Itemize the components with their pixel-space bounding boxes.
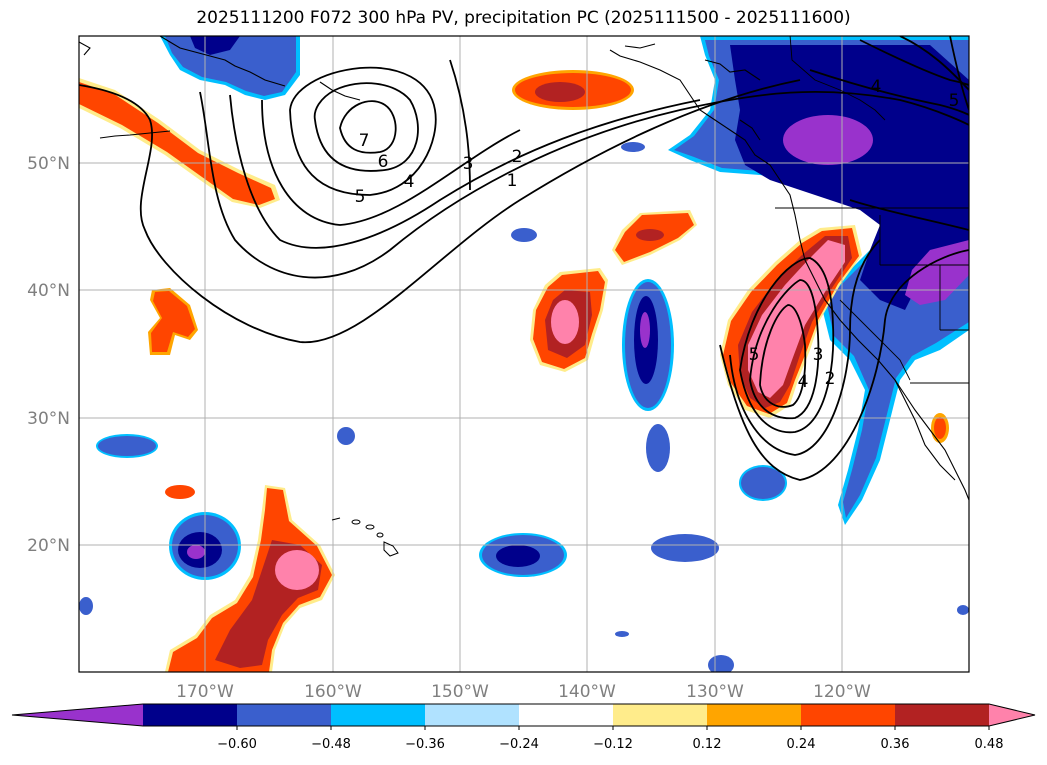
lat-label: 20°N: [27, 536, 70, 556]
lat-label: 50°N: [27, 154, 70, 174]
contour-label: 6: [378, 152, 389, 172]
colorbar-tick-label: −0.24: [499, 737, 539, 752]
colorbar-tick-label: −0.36: [405, 737, 445, 752]
colorbar-extend-min: [12, 704, 143, 726]
colorbar-tick-label: −0.60: [217, 737, 257, 752]
contour-label: 5: [749, 345, 760, 365]
colorbar-tick-label: 0.24: [787, 737, 816, 752]
colorbar-tick-label: 0.36: [881, 737, 910, 752]
pv-contours: [79, 36, 969, 481]
colorbar-tick-label: −0.12: [593, 737, 633, 752]
colorbar-segment: [613, 704, 708, 726]
colorbar-segment: [707, 704, 802, 726]
lon-label: 140°W: [558, 682, 616, 702]
colorbar-tick-label: −0.48: [311, 737, 351, 752]
colorbar-segment: [519, 704, 614, 726]
colorbar: −0.60 −0.48 −0.36 −0.24 −0.12 0.12 0.24 0.36 0.4…: [11, 703, 1036, 752]
contour-label: 4: [871, 77, 882, 97]
colorbar-segment: [237, 704, 332, 726]
colorbar-segment: [425, 704, 520, 726]
lat-label: 40°N: [27, 281, 70, 301]
contour-labels: 7 6 5 4 3 2 1 5 4 3 2 4 5: [355, 77, 960, 392]
colorbar-segment: [895, 704, 990, 726]
contour-label: 1: [507, 171, 518, 191]
negative-region-northeast: [668, 36, 969, 525]
contour-label: 4: [404, 172, 415, 192]
lon-label: 160°W: [304, 682, 362, 702]
contour-label: 5: [949, 91, 960, 111]
colorbar-segment: [801, 704, 896, 726]
coastlines: [79, 36, 969, 501]
contour-label: 3: [813, 345, 824, 365]
map-border: [78, 35, 970, 673]
colorbar-extend-max: [989, 704, 1035, 726]
hawaiian-islands: [331, 517, 399, 557]
colorbar-tick-label: 0.48: [975, 737, 1004, 752]
lon-label: 120°W: [813, 682, 871, 702]
map-title: 2025111200 F072 300 hPa PV, precipitatio…: [196, 8, 851, 28]
contour-label: 5: [355, 187, 366, 207]
lon-label: 150°W: [431, 682, 489, 702]
contour-label: 7: [359, 131, 370, 151]
contour-label: 2: [512, 147, 523, 167]
contour-label: 4: [798, 372, 809, 392]
colorbar-segment: [143, 704, 238, 726]
lat-label: 30°N: [27, 409, 70, 429]
latitude-labels: 50°N 40°N 30°N 20°N: [27, 154, 70, 556]
graticule: [79, 36, 969, 672]
lon-label: 170°W: [176, 682, 234, 702]
longitude-labels: 170°W 160°W 150°W 140°W 130°W 120°W: [176, 682, 871, 702]
colorbar-tick-label: 0.12: [693, 737, 722, 752]
colorbar-outline: [11, 703, 1036, 727]
colorbar-segment: [331, 704, 426, 726]
contour-label: 2: [825, 369, 836, 389]
contour-label: 3: [463, 154, 474, 174]
lon-label: 130°W: [686, 682, 744, 702]
